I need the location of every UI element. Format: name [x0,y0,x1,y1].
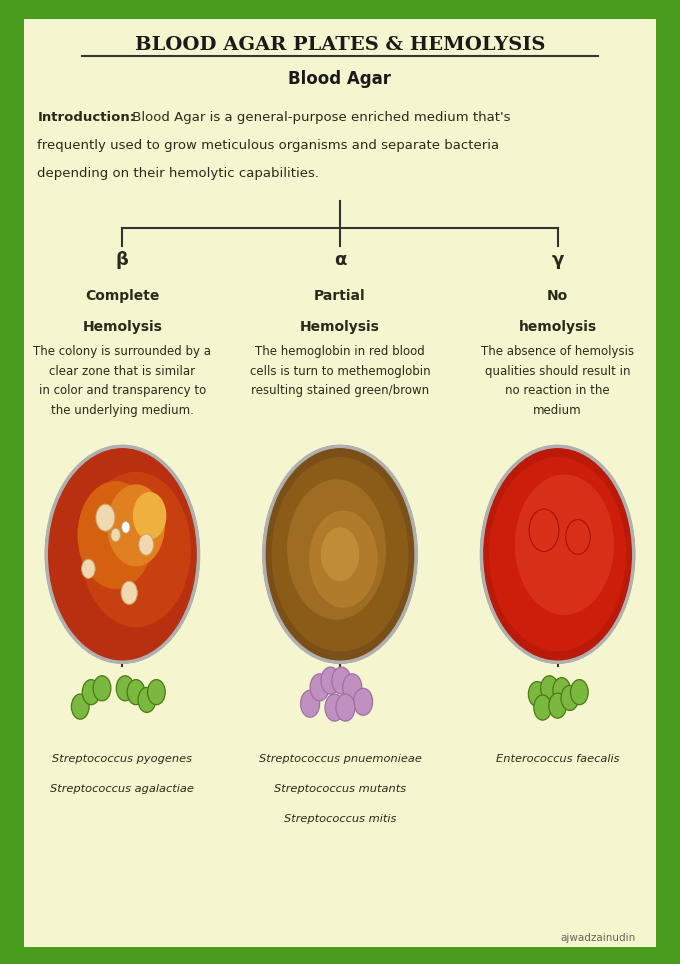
Circle shape [549,693,566,718]
Circle shape [127,680,145,705]
Circle shape [121,581,137,604]
Circle shape [107,484,165,567]
Text: depending on their hemolytic capabilities.: depending on their hemolytic capabilitie… [37,167,320,179]
Circle shape [528,682,546,707]
Text: The hemoglobin in red blood
cells is turn to methemoglobin
resulting stained gre: The hemoglobin in red blood cells is tur… [250,345,430,397]
Circle shape [93,676,111,701]
Text: Streptococcus mitis: Streptococcus mitis [284,814,396,823]
FancyBboxPatch shape [24,19,656,947]
Circle shape [515,474,614,615]
Circle shape [138,687,156,712]
Text: Streptococcus agalactiae: Streptococcus agalactiae [50,784,194,793]
Circle shape [71,694,89,719]
Circle shape [46,446,199,662]
Circle shape [122,522,130,533]
Circle shape [116,676,134,701]
Circle shape [111,528,120,542]
Circle shape [148,680,165,705]
Text: The colony is surrounded by a
clear zone that is similar
in color and transparen: The colony is surrounded by a clear zone… [33,345,211,416]
Text: frequently used to grow meticulous organisms and separate bacteria: frequently used to grow meticulous organ… [37,139,500,151]
Circle shape [133,492,167,540]
Circle shape [354,688,373,715]
Circle shape [82,559,95,578]
Circle shape [541,676,558,701]
Text: Hemolysis: Hemolysis [82,320,163,335]
Circle shape [343,674,362,701]
Circle shape [571,680,588,705]
Circle shape [264,446,416,662]
Text: hemolysis: hemolysis [519,320,596,335]
Circle shape [96,504,115,531]
Text: BLOOD AGAR PLATES & HEMOLYSIS: BLOOD AGAR PLATES & HEMOLYSIS [135,37,545,54]
Text: Streptococcus pyogenes: Streptococcus pyogenes [52,754,192,763]
Circle shape [78,481,154,589]
Circle shape [481,446,634,662]
Circle shape [332,667,351,694]
Circle shape [336,694,355,721]
Text: Blood Agar is a general-purpose enriched medium that's: Blood Agar is a general-purpose enriched… [128,111,510,123]
Circle shape [321,527,359,581]
Text: The absence of hemolysis
qualities should result in
no reaction in the
medium: The absence of hemolysis qualities shoul… [481,345,634,416]
Text: α: α [334,251,346,269]
Circle shape [309,511,377,607]
Text: ajwadzainudin: ajwadzainudin [560,933,636,943]
Circle shape [534,695,551,720]
Text: Hemolysis: Hemolysis [300,320,380,335]
Circle shape [561,685,579,710]
Text: Complete: Complete [85,289,160,304]
Circle shape [287,479,386,620]
Circle shape [325,694,344,721]
Circle shape [271,457,409,652]
Text: γ: γ [551,251,564,269]
Circle shape [553,678,571,703]
Circle shape [139,534,154,555]
Circle shape [301,690,320,717]
Circle shape [82,680,100,705]
Circle shape [81,471,191,628]
Text: Enterococcus faecalis: Enterococcus faecalis [496,754,619,763]
Text: Streptococcus mutants: Streptococcus mutants [274,784,406,793]
Text: No: No [547,289,568,304]
Text: Streptococcus pnuemonieae: Streptococcus pnuemonieae [258,754,422,763]
Text: Introduction:: Introduction: [37,111,135,123]
Text: Partial: Partial [314,289,366,304]
Text: β: β [116,251,129,269]
Circle shape [321,667,340,694]
Circle shape [310,674,329,701]
Text: Blood Agar: Blood Agar [288,70,392,88]
Circle shape [489,457,626,652]
